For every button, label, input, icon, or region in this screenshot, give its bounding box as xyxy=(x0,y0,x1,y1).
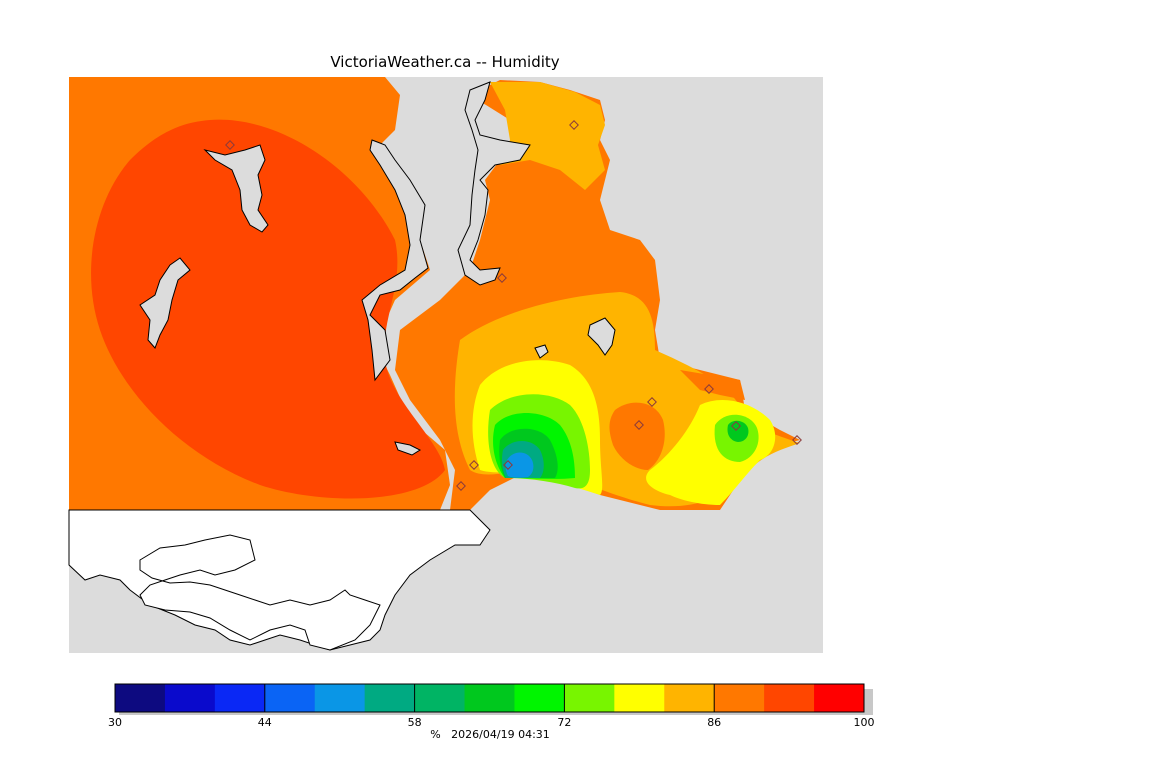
station-marker[interactable] xyxy=(792,435,802,445)
contour-93-east-spot xyxy=(609,402,665,470)
legend-swatch xyxy=(564,684,615,712)
legend-swatches xyxy=(115,684,865,712)
contour-79-north-peninsula xyxy=(490,82,605,190)
sea-south xyxy=(68,509,491,651)
legend-swatch xyxy=(214,684,266,712)
station-marker[interactable] xyxy=(704,384,714,394)
legend-swatch xyxy=(115,684,166,712)
station-marker[interactable] xyxy=(497,273,507,283)
legend-tick-label: 72 xyxy=(557,716,571,729)
station-marker[interactable] xyxy=(569,120,579,130)
contour-93-northeast-edge xyxy=(680,370,745,400)
station-marker[interactable] xyxy=(503,460,513,470)
legend-swatch xyxy=(664,684,715,712)
water-areas xyxy=(68,81,531,651)
legend-swatch xyxy=(714,684,765,712)
station-marker[interactable] xyxy=(225,140,235,150)
contour-51-green-east-core xyxy=(727,420,749,442)
contour-93-red-orange-blob xyxy=(91,119,445,499)
lake-west xyxy=(139,257,191,349)
legend-tick-label: 100 xyxy=(854,716,875,729)
station-marker[interactable] xyxy=(647,397,657,407)
lakes xyxy=(139,144,616,456)
lake-east xyxy=(587,317,616,356)
lake-north xyxy=(203,144,269,233)
legend-swatch xyxy=(264,684,316,712)
legend-tick-label: 58 xyxy=(408,716,422,729)
legend-tick-label: 30 xyxy=(108,716,122,729)
contour-37-blue xyxy=(505,452,534,478)
legend-swatch xyxy=(164,684,216,712)
inlet-west xyxy=(361,139,429,382)
southern-island xyxy=(139,534,381,651)
humidity-contours xyxy=(69,77,800,510)
legend-ticks: 30 44 58 72 86 100 xyxy=(108,684,875,729)
legend-swatch xyxy=(314,684,366,712)
footer-timestamp: 2026/04/19 04:31 xyxy=(451,728,550,741)
legend-swatch xyxy=(514,684,565,712)
legend-border xyxy=(114,683,865,713)
legend-swatch xyxy=(764,684,815,712)
lake-small xyxy=(534,344,549,359)
station-marker[interactable] xyxy=(456,481,466,491)
legend-swatch xyxy=(364,684,416,712)
footer-unit: % xyxy=(430,728,441,741)
footer: % 2026/04/19 04:31 xyxy=(0,728,980,741)
legend-swatch xyxy=(414,684,466,712)
map-title: VictoriaWeather.ca -- Humidity xyxy=(330,53,560,71)
legend-tick-label: 86 xyxy=(707,716,721,729)
station-marker[interactable] xyxy=(731,421,741,431)
inlet-north xyxy=(457,81,531,286)
legend-tick-label: 44 xyxy=(258,716,272,729)
station-marker[interactable] xyxy=(634,420,644,430)
legend-swatch xyxy=(814,684,865,712)
station-marker[interactable] xyxy=(469,460,479,470)
legend-swatch xyxy=(614,684,665,712)
lake-southwest xyxy=(394,441,422,456)
station-markers xyxy=(225,120,802,491)
legend-swatch xyxy=(464,684,515,712)
